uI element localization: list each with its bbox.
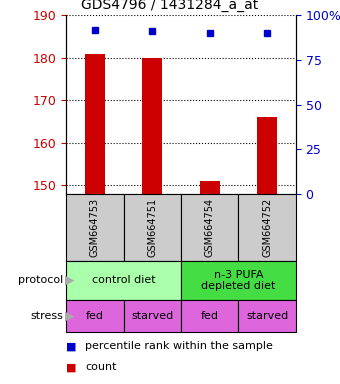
Bar bbox=[181, 261, 296, 300]
Text: protocol: protocol bbox=[18, 275, 63, 285]
Text: count: count bbox=[85, 362, 117, 372]
Text: stress: stress bbox=[30, 311, 63, 321]
Text: GSM664752: GSM664752 bbox=[262, 198, 272, 257]
Bar bbox=[85, 54, 105, 194]
Text: ■: ■ bbox=[66, 341, 77, 351]
Bar bbox=[200, 181, 220, 194]
Text: GSM664751: GSM664751 bbox=[147, 198, 157, 257]
Bar bbox=[238, 300, 296, 332]
Bar bbox=[257, 118, 277, 194]
Bar bbox=[124, 300, 181, 332]
Bar bbox=[66, 194, 124, 261]
Text: starved: starved bbox=[131, 311, 173, 321]
Bar bbox=[181, 300, 238, 332]
Text: n-3 PUFA
depleted diet: n-3 PUFA depleted diet bbox=[201, 270, 276, 291]
Bar bbox=[66, 300, 124, 332]
Text: fed: fed bbox=[201, 311, 219, 321]
Text: ▶: ▶ bbox=[65, 274, 74, 287]
Bar bbox=[181, 194, 238, 261]
Bar bbox=[142, 58, 163, 194]
Text: starved: starved bbox=[246, 311, 288, 321]
Text: ▶: ▶ bbox=[65, 310, 74, 322]
Text: percentile rank within the sample: percentile rank within the sample bbox=[85, 341, 273, 351]
Bar bbox=[124, 194, 181, 261]
Text: GSM664754: GSM664754 bbox=[205, 198, 215, 257]
Text: GDS4796 / 1431284_a_at: GDS4796 / 1431284_a_at bbox=[81, 0, 259, 12]
Text: control diet: control diet bbox=[92, 275, 155, 285]
Bar bbox=[66, 261, 181, 300]
Bar bbox=[238, 194, 296, 261]
Text: ■: ■ bbox=[66, 362, 77, 372]
Text: fed: fed bbox=[86, 311, 104, 321]
Text: GSM664753: GSM664753 bbox=[90, 198, 100, 257]
